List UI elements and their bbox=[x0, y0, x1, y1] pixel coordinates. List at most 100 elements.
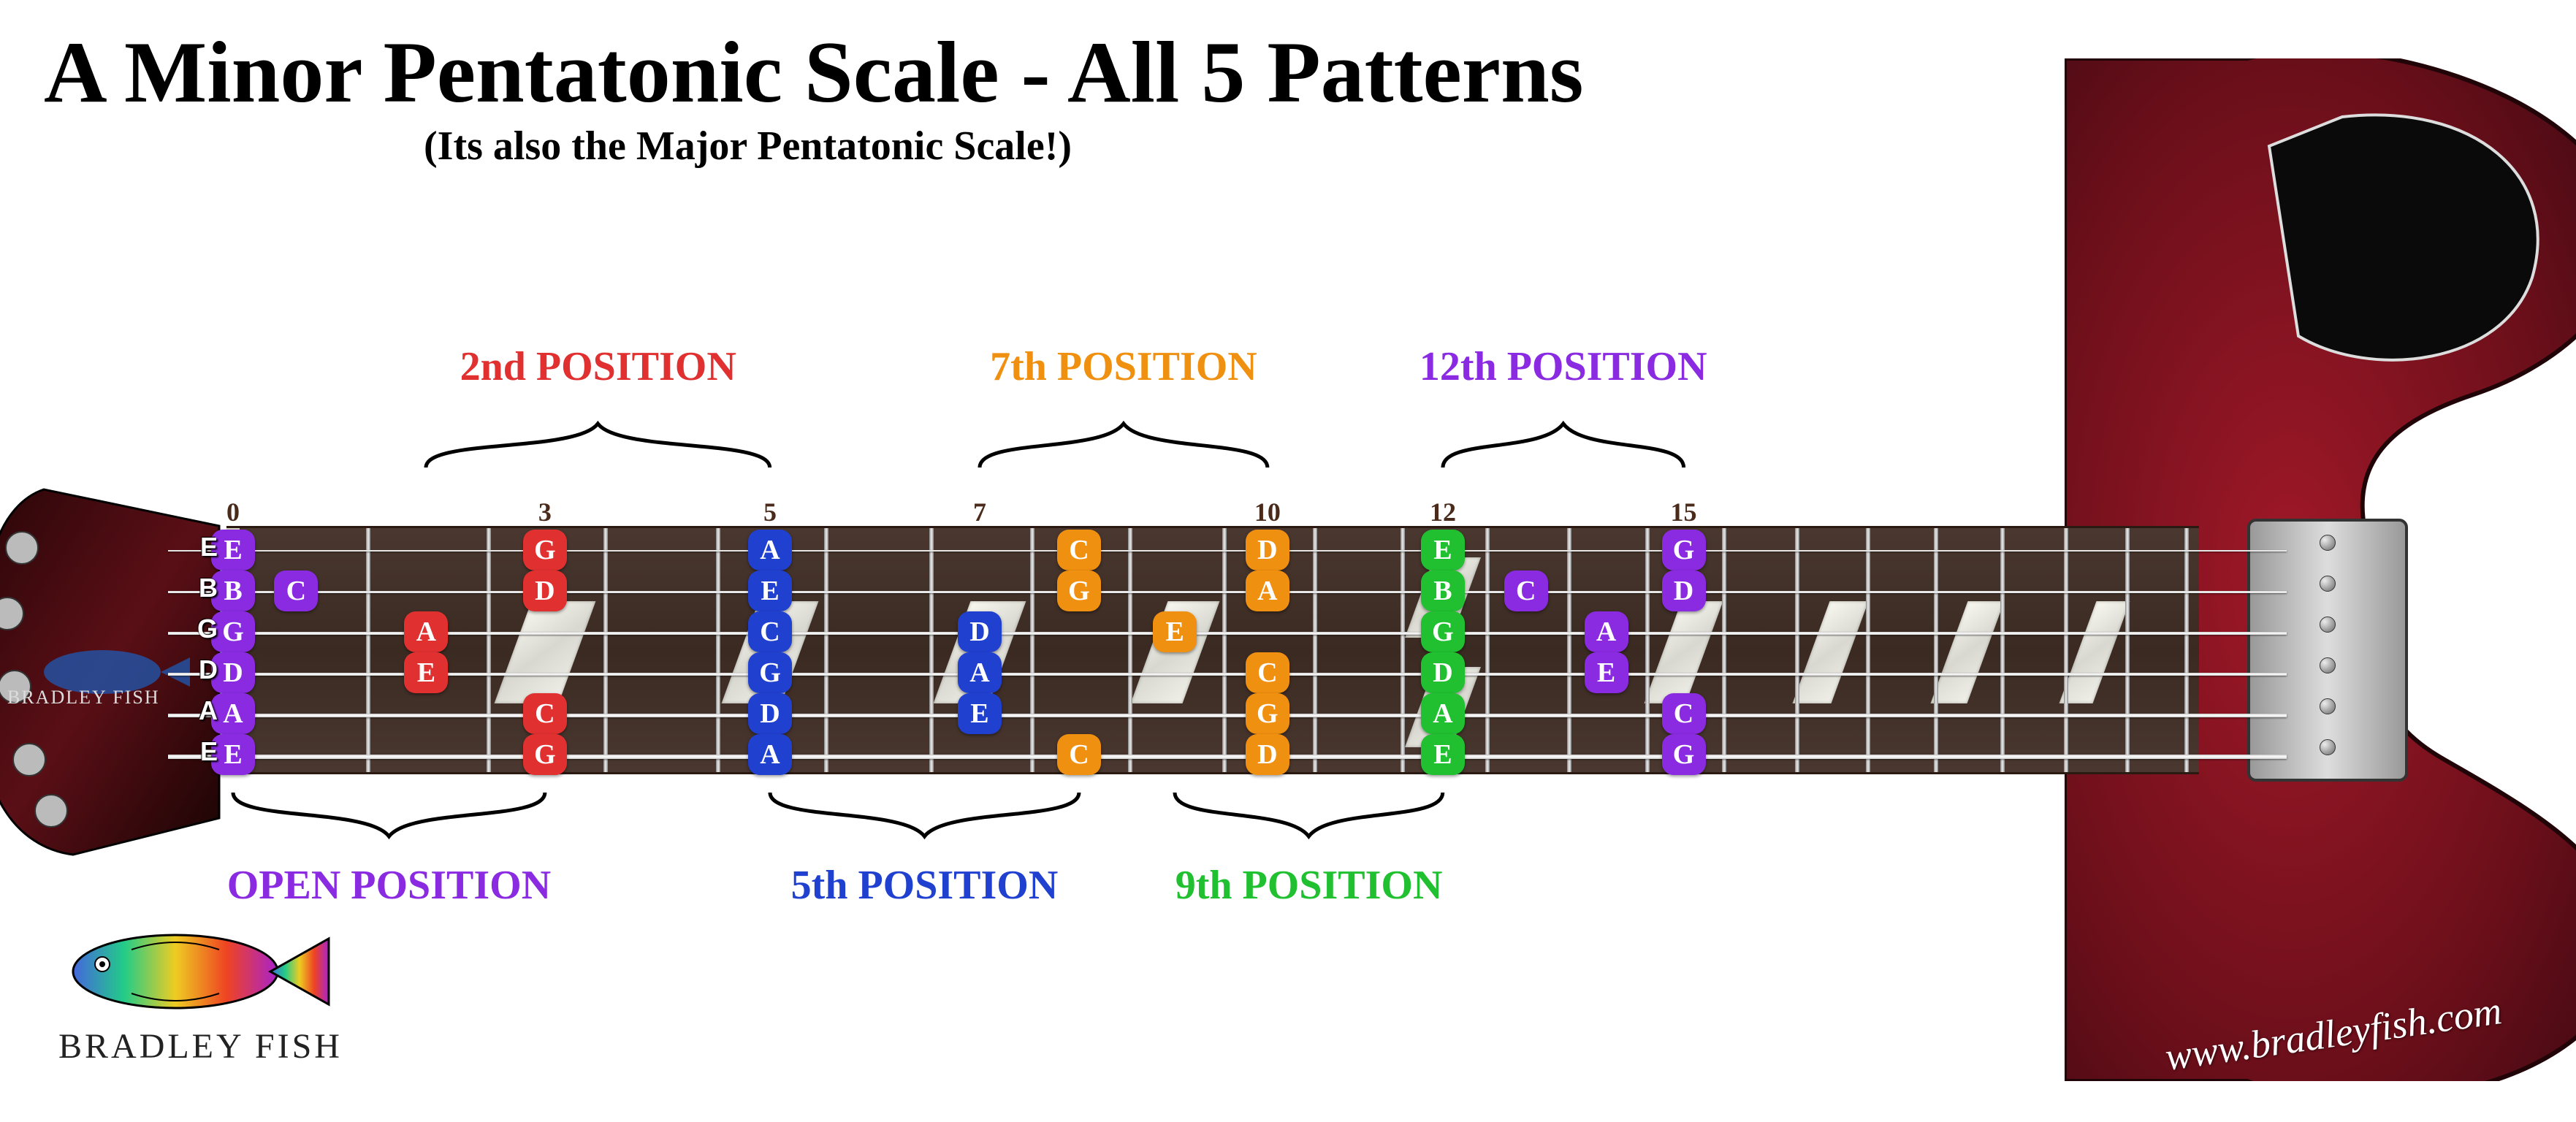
scale-note-marker: E bbox=[748, 570, 792, 611]
scale-note-marker: E bbox=[1153, 611, 1197, 652]
title-area: A Minor Pentatonic Scale - All 5 Pattern… bbox=[44, 22, 2236, 169]
position-label: OPEN POSITION bbox=[227, 862, 551, 909]
scale-note-marker: D bbox=[748, 693, 792, 734]
position-label: 9th POSITION bbox=[1175, 862, 1443, 909]
fretboard-inlay bbox=[1930, 601, 2004, 703]
scale-note-marker: C bbox=[1246, 652, 1289, 693]
fret-wire bbox=[2064, 528, 2068, 772]
guitar-string bbox=[168, 591, 2287, 593]
fret-wire bbox=[2125, 528, 2130, 772]
guitar-string bbox=[168, 550, 2287, 552]
guitar-string bbox=[168, 632, 2287, 635]
scale-note-marker: G bbox=[523, 734, 567, 775]
scale-note-marker: E bbox=[211, 734, 255, 775]
position-label: 12th POSITION bbox=[1420, 343, 1707, 390]
scale-note-marker: B bbox=[1421, 570, 1465, 611]
scale-note-marker: D bbox=[1246, 530, 1289, 570]
fret-wire bbox=[1866, 528, 1870, 772]
string-label: E bbox=[188, 736, 218, 767]
position-brace bbox=[1146, 785, 1472, 851]
scale-note-marker: D bbox=[523, 570, 567, 611]
fret-number-label: 10 bbox=[1254, 497, 1281, 527]
page-title: A Minor Pentatonic Scale - All 5 Pattern… bbox=[44, 22, 2236, 123]
fret-wire bbox=[366, 528, 370, 772]
scale-note-marker: D bbox=[958, 611, 1002, 652]
scale-note-marker: G bbox=[523, 530, 567, 570]
fret-wire bbox=[1313, 528, 1317, 772]
fret-wire bbox=[1645, 528, 1650, 772]
position-brace bbox=[950, 409, 1297, 475]
fret-wire bbox=[1567, 528, 1571, 772]
scale-note-marker: E bbox=[211, 530, 255, 570]
fretboard-diagram: EBGDAECAEGDCGAECGDADAECGCEDACGDEBGDAECAE… bbox=[226, 526, 2199, 774]
scale-note-marker: C bbox=[1057, 530, 1101, 570]
fret-number-label: 12 bbox=[1430, 497, 1456, 527]
scale-note-marker: A bbox=[1246, 570, 1289, 611]
scale-note-marker: A bbox=[748, 734, 792, 775]
headstock-brand-text: BRADLEY FISH bbox=[7, 687, 160, 709]
fret-wire bbox=[929, 528, 934, 772]
scale-note-marker: C bbox=[523, 693, 567, 734]
fretboard-inlay bbox=[2059, 601, 2130, 703]
scale-note-marker: G bbox=[748, 652, 792, 693]
brand-logo: BRADLEY FISH bbox=[58, 920, 380, 1066]
scale-note-marker: B bbox=[211, 570, 255, 611]
scale-note-marker: E bbox=[958, 693, 1002, 734]
fret-wire bbox=[1485, 528, 1490, 772]
scale-note-marker: C bbox=[274, 570, 318, 611]
scale-note-marker: D bbox=[1421, 652, 1465, 693]
scale-note-marker: A bbox=[1421, 693, 1465, 734]
fret-number-label: 5 bbox=[763, 497, 777, 527]
scale-note-marker: E bbox=[404, 652, 448, 693]
position-brace bbox=[1414, 409, 1713, 475]
position-label: 5th POSITION bbox=[791, 862, 1059, 909]
string-label: B bbox=[188, 573, 218, 603]
fret-wire bbox=[824, 528, 828, 772]
fret-wire bbox=[1722, 528, 1726, 772]
scale-note-marker: A bbox=[211, 693, 255, 734]
guitar-pickup-graphic bbox=[2247, 519, 2408, 782]
fret-wire bbox=[716, 528, 720, 772]
fret-wire bbox=[1222, 528, 1227, 772]
position-brace bbox=[741, 785, 1108, 851]
scale-note-marker: A bbox=[1585, 611, 1628, 652]
guitar-string bbox=[168, 755, 2287, 759]
fret-wire bbox=[1128, 528, 1132, 772]
scale-note-marker: A bbox=[958, 652, 1002, 693]
fret-wire bbox=[2000, 528, 2005, 772]
guitar-string bbox=[168, 673, 2287, 676]
scale-note-marker: G bbox=[1246, 693, 1289, 734]
scale-note-marker: E bbox=[1421, 530, 1465, 570]
scale-note-marker: A bbox=[748, 530, 792, 570]
position-label: 7th POSITION bbox=[990, 343, 1257, 390]
fret-wire bbox=[1030, 528, 1034, 772]
fret-wire bbox=[1795, 528, 1799, 772]
string-label: E bbox=[188, 532, 218, 562]
scale-note-marker: E bbox=[1585, 652, 1628, 693]
scale-note-marker: D bbox=[211, 652, 255, 693]
fretboard-inlay bbox=[1644, 601, 1723, 703]
fret-number-label: 15 bbox=[1671, 497, 1697, 527]
string-label: D bbox=[188, 654, 218, 685]
scale-note-marker: E bbox=[1421, 734, 1465, 775]
position-label: 2nd POSITION bbox=[460, 343, 736, 390]
fret-wire bbox=[487, 528, 491, 772]
fret-wire bbox=[2184, 528, 2189, 772]
fish-icon bbox=[58, 920, 336, 1023]
scale-note-marker: C bbox=[1504, 570, 1548, 611]
scale-note-marker: G bbox=[1057, 570, 1101, 611]
string-label: A bbox=[188, 695, 218, 726]
scale-note-marker: C bbox=[1662, 693, 1706, 734]
fret-number-label: 3 bbox=[538, 497, 552, 527]
position-brace bbox=[204, 785, 574, 851]
brand-text: BRADLEY FISH bbox=[58, 1026, 380, 1066]
fret-number-label: 0 bbox=[226, 497, 240, 527]
scale-note-marker: A bbox=[404, 611, 448, 652]
scale-note-marker: G bbox=[1662, 530, 1706, 570]
scale-note-marker: C bbox=[748, 611, 792, 652]
fret-wire bbox=[1401, 528, 1405, 772]
fret-wire bbox=[1934, 528, 1938, 772]
string-label: G bbox=[188, 614, 218, 644]
position-brace bbox=[397, 409, 799, 475]
scale-note-marker: D bbox=[1246, 734, 1289, 775]
